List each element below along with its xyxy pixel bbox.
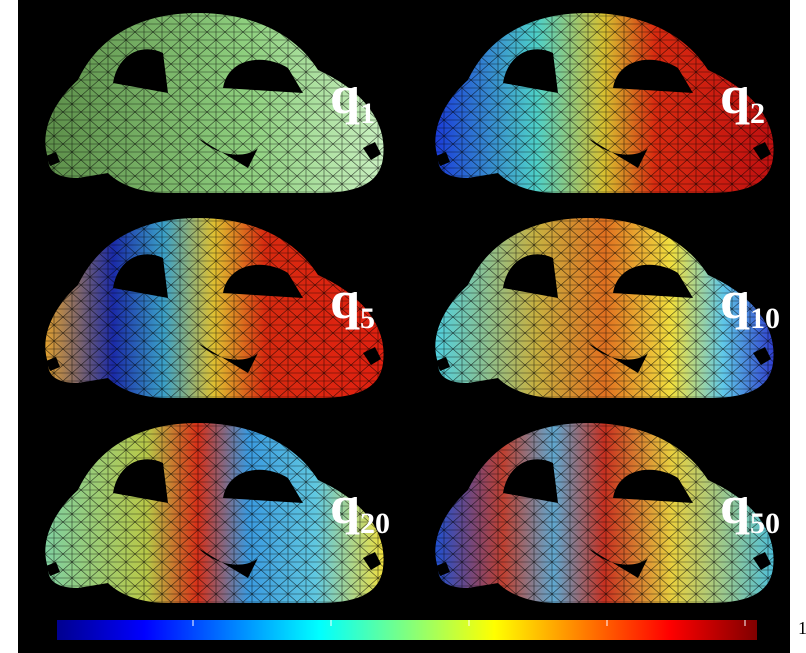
label-subscript: 50 <box>750 507 780 540</box>
label-subscript: 20 <box>360 507 390 540</box>
label-q: q <box>330 270 360 330</box>
figure: q1q2q5q10q20q50 1 <box>0 0 806 653</box>
label-subscript: 2 <box>750 97 765 130</box>
colorbar-end-label: 1 <box>798 618 806 638</box>
label-q: q <box>720 270 750 330</box>
label-q: q <box>330 65 360 125</box>
label-subscript: 5 <box>360 302 375 335</box>
label-subscript: 1 <box>360 97 375 130</box>
label-q: q <box>720 475 750 535</box>
label-q: q <box>330 475 360 535</box>
label-q: q <box>720 65 750 125</box>
label-subscript: 10 <box>750 302 780 335</box>
colorbar <box>57 620 757 640</box>
